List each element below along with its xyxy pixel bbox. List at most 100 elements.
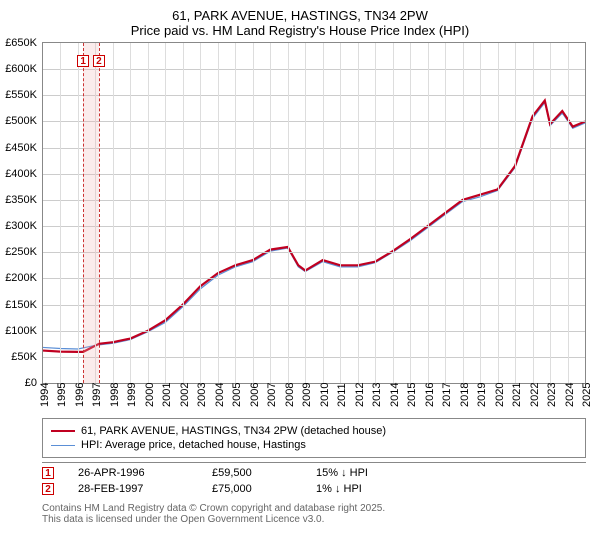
sale-row-2: 2 28-FEB-1997 £75,000 1% ↓ HPI	[42, 479, 586, 495]
gridline-v	[78, 43, 79, 383]
ytick-label: £400K	[5, 168, 43, 180]
gridline-v	[393, 43, 394, 383]
gridline-v	[550, 43, 551, 383]
gridline-h	[43, 226, 585, 227]
ytick-label: £200K	[5, 272, 43, 284]
legend-label-property: 61, PARK AVENUE, HASTINGS, TN34 2PW (det…	[81, 425, 386, 437]
xtick-label: 2010	[319, 383, 331, 407]
gridline-v	[568, 43, 569, 383]
ytick-label: £150K	[5, 299, 43, 311]
xtick-label: 2023	[546, 383, 558, 407]
ytick-label: £650K	[5, 37, 43, 49]
ytick-label: £550K	[5, 89, 43, 101]
gridline-v	[358, 43, 359, 383]
legend-swatch-property	[51, 430, 75, 432]
chart-title-line1: 61, PARK AVENUE, HASTINGS, TN34 2PW	[0, 8, 600, 23]
xtick-label: 2022	[529, 383, 541, 407]
ytick-label: £500K	[5, 115, 43, 127]
legend-item-property: 61, PARK AVENUE, HASTINGS, TN34 2PW (det…	[51, 425, 577, 437]
ytick-label: £600K	[5, 63, 43, 75]
footer-line2: This data is licensed under the Open Gov…	[42, 514, 586, 525]
sale-hpi-2: 1% ↓ HPI	[316, 483, 362, 495]
sale-marker-2: 2	[42, 483, 54, 495]
sale-price-2: £75,000	[212, 483, 292, 495]
xtick-label: 2018	[459, 383, 471, 407]
xtick-label: 2012	[354, 383, 366, 407]
line-layer	[43, 43, 585, 383]
gridline-h	[43, 148, 585, 149]
sale-row-1: 1 26-APR-1996 £59,500 15% ↓ HPI	[42, 463, 586, 479]
footer: Contains HM Land Registry data © Crown c…	[42, 503, 586, 525]
sales-table: 1 26-APR-1996 £59,500 15% ↓ HPI 2 28-FEB…	[42, 462, 586, 495]
xtick-label: 2004	[214, 383, 226, 407]
gridline-h	[43, 331, 585, 332]
xtick-label: 2002	[179, 383, 191, 407]
legend: 61, PARK AVENUE, HASTINGS, TN34 2PW (det…	[42, 418, 586, 458]
xtick-label: 2006	[249, 383, 261, 407]
gridline-h	[43, 95, 585, 96]
gridline-v	[130, 43, 131, 383]
gridline-v	[253, 43, 254, 383]
sale-vline	[83, 43, 84, 383]
sale-marker-1: 1	[42, 467, 54, 479]
gridline-v	[235, 43, 236, 383]
sale-marker-icon: 1	[77, 55, 89, 67]
xtick-label: 2021	[511, 383, 523, 407]
gridline-v	[463, 43, 464, 383]
xtick-label: 1998	[109, 383, 121, 407]
xtick-label: 2016	[424, 383, 436, 407]
legend-item-hpi: HPI: Average price, detached house, Hast…	[51, 439, 577, 451]
gridline-v	[445, 43, 446, 383]
sale-band	[83, 43, 99, 383]
xtick-label: 2007	[266, 383, 278, 407]
xtick-label: 2024	[564, 383, 576, 407]
ytick-label: £450K	[5, 142, 43, 154]
xtick-label: 2005	[231, 383, 243, 407]
xtick-label: 2014	[389, 383, 401, 407]
xtick-label: 2015	[406, 383, 418, 407]
gridline-v	[270, 43, 271, 383]
gridline-v	[340, 43, 341, 383]
gridline-v	[200, 43, 201, 383]
gridline-v	[533, 43, 534, 383]
xtick-label: 1997	[91, 383, 103, 407]
gridline-v	[288, 43, 289, 383]
xtick-label: 2001	[161, 383, 173, 407]
xtick-label: 1994	[39, 383, 51, 407]
footer-line1: Contains HM Land Registry data © Crown c…	[42, 503, 586, 514]
legend-label-hpi: HPI: Average price, detached house, Hast…	[81, 439, 306, 451]
gridline-v	[428, 43, 429, 383]
xtick-label: 2020	[494, 383, 506, 407]
gridline-h	[43, 174, 585, 175]
gridline-v	[183, 43, 184, 383]
gridline-h	[43, 121, 585, 122]
gridline-v	[323, 43, 324, 383]
sale-price-1: £59,500	[212, 467, 292, 479]
xtick-label: 2008	[284, 383, 296, 407]
gridline-v	[480, 43, 481, 383]
xtick-label: 1996	[74, 383, 86, 407]
gridline-h	[43, 200, 585, 201]
gridline-v	[165, 43, 166, 383]
xtick-label: 1999	[126, 383, 138, 407]
gridline-v	[60, 43, 61, 383]
plot-region: £0£50K£100K£150K£200K£250K£300K£350K£400…	[42, 42, 586, 384]
gridline-h	[43, 69, 585, 70]
chart-title-block: 61, PARK AVENUE, HASTINGS, TN34 2PW Pric…	[0, 0, 600, 42]
sale-vline	[99, 43, 100, 383]
xtick-label: 2000	[144, 383, 156, 407]
sale-hpi-1: 15% ↓ HPI	[316, 467, 368, 479]
xtick-label: 1995	[56, 383, 68, 407]
gridline-h	[43, 357, 585, 358]
legend-swatch-hpi	[51, 445, 75, 446]
ytick-label: £350K	[5, 194, 43, 206]
xtick-label: 2009	[301, 383, 313, 407]
xtick-label: 2011	[336, 383, 348, 407]
gridline-v	[305, 43, 306, 383]
gridline-h	[43, 305, 585, 306]
chart-area: £0£50K£100K£150K£200K£250K£300K£350K£400…	[42, 42, 586, 412]
xtick-label: 2019	[476, 383, 488, 407]
gridline-v	[375, 43, 376, 383]
xtick-label: 2013	[371, 383, 383, 407]
xtick-label: 2003	[196, 383, 208, 407]
